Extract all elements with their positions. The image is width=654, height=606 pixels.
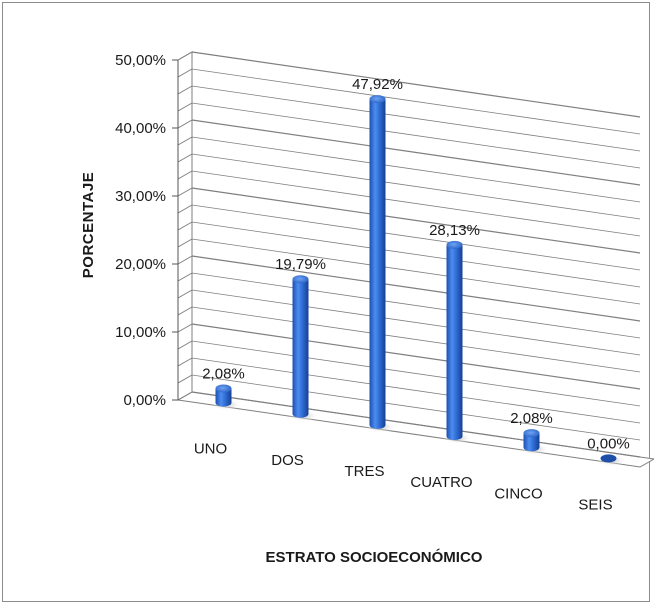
bar <box>523 433 540 452</box>
gridline-minor <box>191 374 641 441</box>
x-tick-label: CINCO <box>494 485 542 502</box>
gridline-side <box>177 51 193 61</box>
gridline-major <box>191 51 641 118</box>
gridline-side <box>177 85 193 95</box>
y-tick-label: 0,00% <box>123 392 166 409</box>
x-axis-label: ESTRATO SOCIOECONÓMICO <box>266 548 483 566</box>
x-tick-label: TRES <box>344 463 384 480</box>
bar-cap <box>292 275 309 284</box>
bars: 2,08% 19,79% 47,92% 28,13% 2,08% 0,00% <box>202 76 630 467</box>
gridline-side <box>177 153 193 163</box>
y-axis-ticks: 0,00% 10,00% 20,00% 30,00% 40,00% 50,00% <box>115 52 178 409</box>
gridline-major <box>191 255 641 322</box>
gridline-side <box>177 306 193 316</box>
gridline-side <box>177 221 193 231</box>
y-tick-label: 30,00% <box>115 188 166 205</box>
gridline-minor <box>191 204 641 271</box>
y-tick-label: 50,00% <box>115 52 166 69</box>
gridline-minor <box>191 340 641 407</box>
bar <box>369 99 386 429</box>
x-tick-label: UNO <box>194 441 227 458</box>
gridline-minor <box>191 306 641 373</box>
bar-cap <box>523 429 540 438</box>
data-label: 2,08% <box>202 365 245 382</box>
gridline-side <box>177 119 193 129</box>
gridline-minor <box>191 136 641 203</box>
gridline-side <box>177 136 193 146</box>
gridline-minor <box>191 102 641 169</box>
y-tick-label: 20,00% <box>115 256 166 273</box>
gridline-side <box>177 170 193 180</box>
data-label: 28,13% <box>429 222 480 239</box>
gridline-side <box>177 102 193 112</box>
gridline-minor <box>191 221 641 288</box>
gridline-major <box>191 119 641 186</box>
gridline-side <box>177 204 193 214</box>
bar <box>446 244 463 441</box>
bar <box>215 388 232 407</box>
gridlines <box>177 51 641 458</box>
gridline-minor <box>191 85 641 152</box>
gridline-side <box>177 255 193 265</box>
data-label: 47,92% <box>352 76 403 93</box>
gridline-side <box>177 374 193 384</box>
x-tick-label: SEIS <box>578 496 612 513</box>
gridline-major <box>191 187 641 254</box>
gridline-minor <box>191 272 641 339</box>
gridline-minor <box>191 238 641 305</box>
gridline-minor <box>191 357 641 424</box>
y-tick-label: 10,00% <box>115 324 166 341</box>
gridline-major <box>191 391 641 458</box>
x-tick-label: CUATRO <box>410 474 472 491</box>
bar-cap <box>446 240 463 249</box>
gridline-side <box>177 289 193 299</box>
data-label: 2,08% <box>510 410 553 427</box>
y-tick-label: 40,00% <box>115 120 166 137</box>
gridline-minor <box>191 153 641 220</box>
data-label: 19,79% <box>275 256 326 273</box>
gridline-side <box>177 391 193 401</box>
floor-plane <box>176 391 654 468</box>
gridline-minor <box>191 170 641 237</box>
bar <box>292 279 309 418</box>
x-axis-ticks: UNO DOS TRES CUATRO CINCO SEIS <box>194 441 613 514</box>
data-label: 0,00% <box>587 435 630 452</box>
gridline-side <box>177 238 193 248</box>
gridline-side <box>177 323 193 333</box>
gridline-minor <box>191 289 641 356</box>
gridline-side <box>177 68 193 78</box>
gridline-side <box>177 272 193 282</box>
gridline-side <box>177 340 193 350</box>
x-tick-label: DOS <box>271 452 304 469</box>
gridline-side <box>177 357 193 367</box>
gridline-minor <box>191 68 641 135</box>
gridline-major <box>191 323 641 390</box>
bar-cap <box>369 95 386 104</box>
bar-cap <box>600 454 617 463</box>
bar-cap <box>215 384 232 393</box>
gridline-side <box>177 187 193 197</box>
y-axis-label: PORCENTAJE <box>80 172 97 278</box>
chart-walls <box>176 51 654 468</box>
